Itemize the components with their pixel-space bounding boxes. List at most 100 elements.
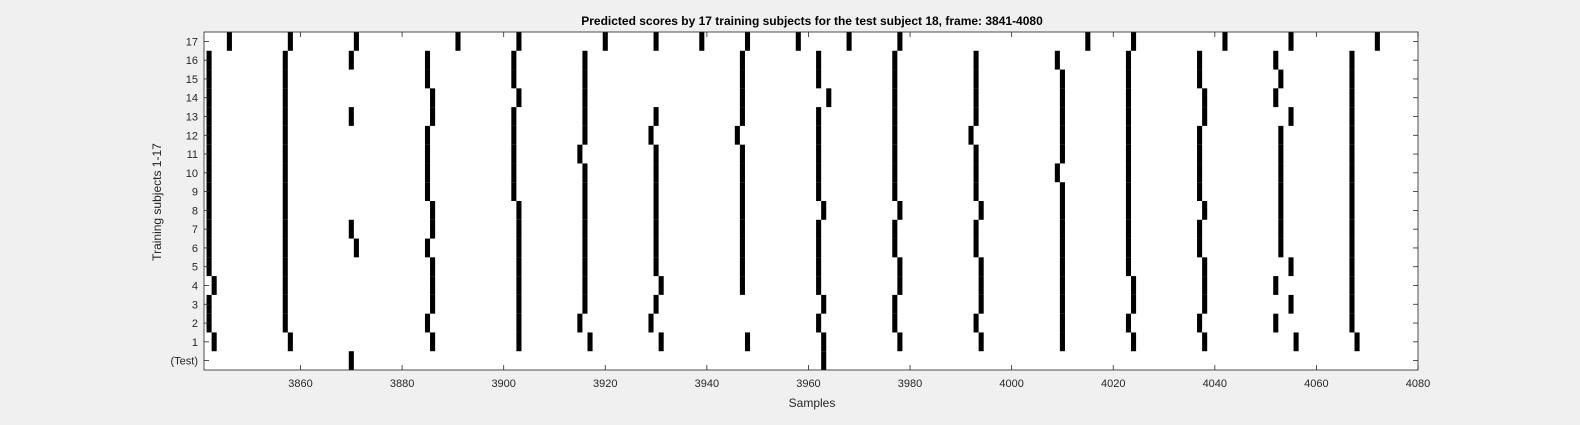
mark-row-14-3: [516, 88, 522, 108]
mark-row-3-11: [1202, 294, 1208, 314]
mark-row-5-7: [816, 257, 822, 277]
mark-row-13-5: [582, 107, 588, 126]
mark-row-11-4: [577, 144, 583, 164]
mark-row-15-8: [973, 69, 979, 89]
mark-row-5-0: [206, 257, 212, 277]
mark-row-2-8: [973, 313, 979, 333]
mark-row-0-1: [821, 351, 827, 370]
mark-row-14-2: [430, 88, 436, 108]
mark-row-12-14: [1349, 125, 1355, 145]
mark-row-6-1: [282, 238, 288, 258]
mark-row-8-5: [653, 201, 659, 220]
mark-row-17-9: [795, 32, 801, 51]
mark-row-7-7: [739, 219, 745, 239]
mark-row-10-13: [1278, 163, 1284, 183]
mark-row-1-8: [897, 332, 903, 352]
mark-row-11-10: [1059, 144, 1065, 164]
x-tick-label-11: 4080: [1406, 378, 1430, 390]
mark-row-4-9: [978, 276, 984, 295]
y-tick-label-9: 9: [192, 187, 198, 199]
mark-row-6-2: [353, 238, 359, 258]
mark-row-4-4: [582, 276, 588, 295]
mark-row-6-15: [1349, 238, 1355, 258]
mark-row-9-1: [282, 182, 288, 201]
mark-row-17-4: [516, 32, 522, 51]
mark-row-17-14: [1222, 32, 1228, 51]
mark-row-2-6: [816, 313, 822, 333]
mark-row-11-7: [816, 144, 822, 164]
mark-row-14-4: [582, 88, 588, 108]
mark-row-10-6: [739, 163, 745, 183]
x-tick-label-0: 3860: [288, 378, 312, 390]
mark-row-5-14: [1349, 257, 1355, 277]
mark-row-15-12: [1278, 69, 1284, 89]
mark-row-4-10: [1059, 276, 1065, 295]
mark-row-16-5: [582, 50, 588, 70]
mark-row-16-10: [1054, 50, 1060, 70]
mark-row-7-8: [816, 219, 822, 239]
x-tick-label-9: 4040: [1203, 378, 1227, 390]
y-axis-label: Training subjects 1-17: [150, 143, 164, 261]
mark-row-13-11: [1059, 107, 1065, 126]
mark-row-1-14: [1354, 332, 1360, 352]
mark-row-6-7: [739, 238, 745, 258]
y-tick-label-3: 3: [192, 299, 198, 311]
mark-row-11-6: [739, 144, 745, 164]
mark-row-5-13: [1288, 257, 1294, 277]
mark-row-2-7: [892, 313, 898, 333]
mark-row-15-3: [511, 69, 517, 89]
mark-row-8-12: [1202, 201, 1208, 220]
mark-row-8-10: [1059, 201, 1065, 220]
mark-row-16-0: [206, 50, 212, 70]
mark-row-5-5: [653, 257, 659, 277]
mark-row-11-14: [1349, 144, 1355, 164]
mark-row-10-11: [1125, 163, 1132, 183]
mark-row-9-13: [1278, 182, 1284, 201]
mark-row-4-12: [1202, 276, 1208, 295]
mark-row-17-13: [1131, 32, 1137, 51]
y-tick-label-17: 17: [186, 36, 198, 48]
mark-row-15-1: [282, 69, 288, 89]
mark-row-6-0: [206, 238, 212, 258]
mark-row-1-0: [211, 332, 217, 352]
mark-row-7-9: [892, 219, 898, 239]
mark-row-8-13: [1278, 201, 1284, 220]
x-tick-label-4: 3940: [695, 378, 719, 390]
mark-row-2-9: [1059, 313, 1065, 333]
y-tick-label-1: 1: [192, 337, 198, 349]
mark-row-15-11: [1197, 69, 1203, 89]
mark-row-6-8: [816, 238, 822, 258]
y-tick-label-13: 13: [186, 112, 198, 124]
mark-row-13-15: [1349, 107, 1355, 126]
chart-title: Predicted scores by 17 training subjects…: [581, 14, 1043, 28]
mark-row-4-1: [282, 276, 288, 295]
mark-row-15-0: [206, 69, 212, 89]
mark-row-8-8: [897, 201, 903, 220]
y-tick-label-6: 6: [192, 243, 198, 255]
mark-row-5-2: [430, 257, 436, 277]
mark-row-8-1: [282, 201, 288, 220]
mark-row-7-2: [348, 219, 354, 239]
mark-row-5-10: [1059, 257, 1065, 277]
mark-row-1-6: [744, 332, 751, 352]
mark-row-2-13: [1349, 313, 1355, 333]
mark-row-5-8: [897, 257, 903, 277]
mark-row-5-12: [1202, 257, 1208, 277]
mark-row-7-3: [430, 219, 436, 239]
mark-row-2-0: [206, 313, 212, 333]
mark-row-10-0: [206, 163, 212, 183]
mark-row-3-13: [1349, 294, 1355, 314]
mark-row-4-5: [658, 276, 664, 295]
mark-row-6-9: [892, 238, 898, 258]
x-ticks: 3860 3880 3900 3920 3940 3960 3980 4000 4020 4040…: [288, 32, 1430, 390]
mark-row-15-5: [739, 69, 745, 89]
mark-row-12-5: [648, 125, 654, 145]
mark-row-2-11: [1197, 313, 1203, 333]
mark-row-9-8: [892, 182, 898, 201]
mark-row-14-10: [1125, 88, 1132, 108]
plot-area: 3860 3880 3900 3920 3940 3960 3980 4000 4020 4040…: [171, 31, 1430, 390]
mark-row-12-4: [582, 125, 588, 145]
mark-row-14-11: [1202, 88, 1208, 108]
mark-row-14-12: [1273, 88, 1279, 108]
